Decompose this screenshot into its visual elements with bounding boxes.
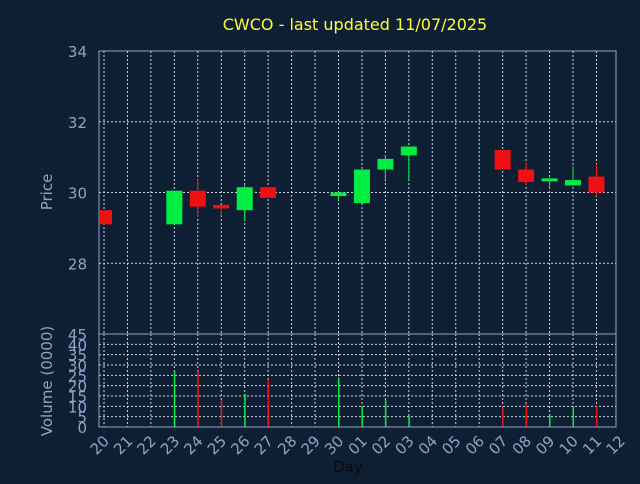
x-tick-label: 26 [227, 432, 253, 458]
volume-tick-label: 45 [68, 326, 87, 344]
candle-body [377, 158, 394, 170]
x-tick-label: 06 [462, 432, 488, 458]
price-tick-label: 32 [68, 114, 87, 132]
candle-body [518, 169, 535, 182]
x-tick-label: 27 [251, 432, 277, 458]
volume-bar [384, 400, 387, 427]
volume-frame [98, 333, 617, 428]
volume-bar [525, 404, 528, 427]
volume-bar [173, 371, 176, 427]
volume-tick-label: 30 [68, 357, 87, 375]
price-tick-label: 28 [68, 255, 87, 273]
candle-body [236, 187, 253, 211]
volume-tick-label: 20 [68, 378, 87, 396]
x-tick-label: 04 [415, 432, 441, 458]
candle-body [400, 146, 417, 156]
volume-bar [502, 406, 504, 427]
x-tick-label: 30 [321, 432, 347, 458]
x-tick-label: 12 [602, 432, 628, 458]
volume-axis-label: Volume (0000) [38, 326, 56, 436]
volume-tick-label: 35 [68, 347, 87, 365]
x-tick-label: 05 [438, 432, 464, 458]
volume-bar [244, 393, 246, 427]
candle-body [166, 190, 183, 225]
x-tick-label: 22 [133, 432, 159, 458]
price-axis-label: Price [38, 174, 56, 211]
x-tick-label: 28 [274, 432, 300, 458]
volume-tick-label: 15 [68, 388, 87, 406]
price-tick-label: 30 [68, 185, 87, 203]
volume-tick-label: 40 [68, 336, 87, 354]
x-tick-label: 23 [157, 432, 183, 458]
volume-bar [338, 377, 340, 427]
volume-bar [595, 406, 598, 427]
chart-title: CWCO - last updated 11/07/2025 [223, 15, 487, 34]
volume-bar [220, 400, 223, 427]
candle-body [330, 192, 347, 197]
x-tick-label: 09 [532, 432, 558, 458]
volume-tick-label: 0 [77, 419, 87, 437]
x-tick-label: 03 [391, 432, 417, 458]
x-tick-label: 21 [110, 432, 136, 458]
volume-bar [572, 406, 574, 427]
x-axis: 2021222324252627282930010203040506070809… [87, 432, 629, 458]
x-tick-label: 08 [509, 432, 535, 458]
volume-bar [408, 414, 410, 427]
x-tick-label: 02 [368, 432, 394, 458]
candle-body [189, 190, 206, 207]
price-tick-label: 34 [68, 43, 87, 61]
x-tick-label: 01 [345, 432, 371, 458]
volume-bar [267, 379, 270, 427]
candle-body [353, 169, 370, 204]
volume-bar [361, 406, 363, 427]
x-tick-label: 07 [485, 432, 511, 458]
candle-body [100, 210, 112, 225]
candle-body [588, 176, 605, 193]
volume-tick-label: 10 [68, 398, 87, 416]
candle-body [260, 187, 277, 198]
x-tick-label: 10 [556, 432, 582, 458]
x-tick-label: 25 [204, 432, 230, 458]
x-axis-label: Day [333, 458, 363, 476]
volume-bar [549, 414, 551, 427]
candle-body [494, 150, 511, 170]
x-tick-label: 20 [87, 432, 113, 458]
volume-tick-label: 25 [68, 367, 87, 385]
x-tick-label: 11 [579, 432, 605, 458]
x-tick-label: 29 [298, 432, 324, 458]
candle-body [213, 204, 230, 209]
candle-body [565, 180, 581, 186]
x-tick-label: 24 [180, 432, 206, 458]
volume-tick-label: 5 [77, 409, 87, 427]
volume-bar [197, 371, 199, 427]
price-panel: 28 30 32 34 [68, 43, 617, 335]
candle-body [541, 178, 558, 182]
